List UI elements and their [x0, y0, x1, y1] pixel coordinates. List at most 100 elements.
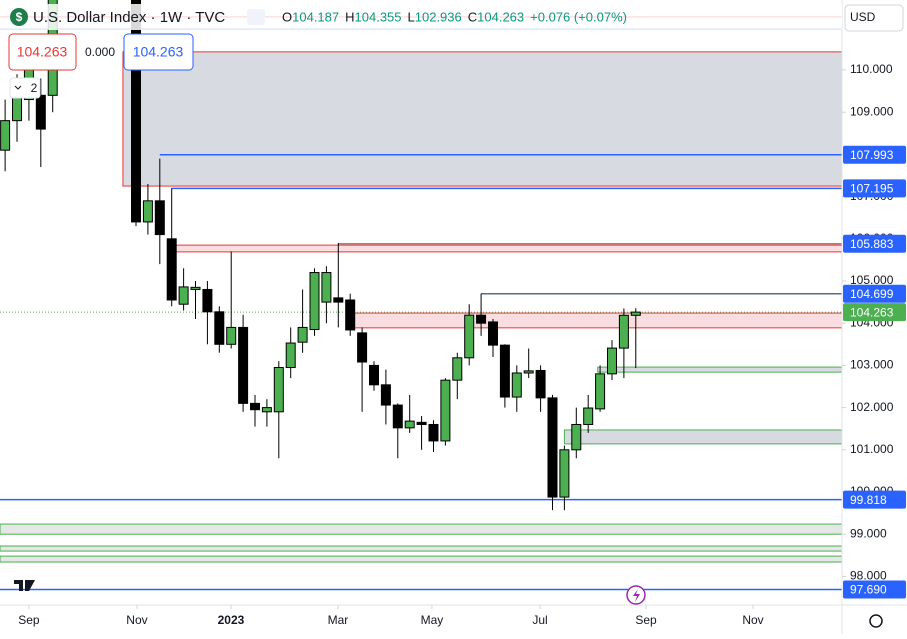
spread: 0.000	[85, 45, 115, 59]
price-label-bg	[843, 490, 906, 509]
candle-body	[559, 449, 570, 498]
zone	[0, 555, 842, 563]
candle-body	[357, 332, 368, 363]
buy-box[interactable]	[123, 33, 194, 71]
candle-body	[142, 200, 153, 223]
price-label-bg	[843, 303, 906, 322]
candle-body	[131, 0, 142, 223]
zone	[122, 51, 842, 187]
tv-logo	[14, 580, 35, 591]
price-label: 105.883	[850, 237, 894, 251]
buy-price: 104.263	[133, 44, 184, 60]
x-tick-label: Jul	[532, 613, 547, 627]
y-tick-label: 102.000	[850, 400, 894, 414]
y-tick-label: 109.000	[850, 104, 894, 118]
candle-body	[464, 314, 475, 359]
zone	[173, 244, 842, 253]
candle-body	[333, 297, 344, 303]
candle-body	[250, 402, 261, 411]
candle-body	[630, 311, 641, 316]
axes: 110.000109.000108.000107.000106.000105.0…	[18, 62, 906, 627]
legend-key: C	[468, 9, 477, 24]
x-tick-label: Sep	[635, 613, 657, 627]
y-tick-label: 101.000	[850, 442, 894, 456]
candle-body	[190, 286, 201, 290]
candle-body	[297, 326, 308, 343]
candle-body	[345, 299, 356, 331]
price-label-bg	[843, 179, 906, 198]
legend-value: 104.263	[477, 9, 524, 24]
zone	[0, 523, 842, 535]
price-label: 104.263	[850, 305, 894, 319]
indicator-toggle[interactable]	[9, 77, 41, 99]
candle-body	[380, 384, 391, 406]
zone	[0, 545, 842, 552]
legend-key: O	[282, 9, 292, 24]
candle-body	[12, 94, 23, 122]
price-label: 97.690	[850, 583, 887, 597]
legend-value: 104.355	[355, 9, 402, 24]
candle-body	[499, 344, 510, 398]
candle-body	[238, 326, 249, 404]
price-label: 107.993	[850, 148, 894, 162]
candle-body	[166, 238, 177, 301]
collapse-button[interactable]	[247, 9, 265, 25]
currency-button[interactable]	[844, 4, 904, 32]
candle-body	[404, 420, 415, 429]
x-tick-label: 2023	[218, 613, 245, 627]
candle-body	[595, 373, 606, 410]
price-label-bg	[843, 145, 906, 164]
sell-box[interactable]	[8, 33, 77, 71]
zone	[349, 312, 842, 329]
y-tick-label: 103.000	[850, 358, 894, 372]
candle-body	[0, 120, 11, 151]
price-label: 99.818	[850, 493, 887, 507]
chart-title: U.S. Dollar Index · 1W · TVC	[33, 9, 225, 26]
indicator-count: 2	[31, 81, 38, 95]
price-label-bg	[843, 580, 906, 599]
y-tick-label: 110.000	[850, 62, 893, 76]
legend-key: L	[408, 9, 415, 24]
candle-body	[321, 272, 332, 303]
candle-body	[511, 372, 522, 398]
chevron	[14, 85, 22, 90]
candle-body	[523, 370, 534, 374]
candle-body	[606, 347, 617, 375]
symbol-icon	[10, 8, 28, 26]
candle-body	[154, 200, 165, 236]
candle-body	[35, 94, 46, 130]
event-glyph	[633, 589, 640, 602]
y-tick-label: 105.000	[850, 273, 894, 287]
candle-body	[214, 311, 225, 345]
y-tick-label: 99.000	[850, 526, 887, 540]
candle-body	[487, 321, 498, 346]
x-tick-label: Mar	[328, 613, 349, 627]
x-tick-label: May	[421, 613, 444, 627]
symbol-icon-glyph: $	[16, 10, 23, 24]
zone	[563, 429, 842, 445]
x-tick-label: Nov	[742, 613, 763, 627]
candle-body	[273, 367, 284, 413]
candle-body	[178, 286, 189, 305]
candle-body	[392, 404, 403, 429]
candle-body	[535, 369, 546, 399]
header-bg	[0, 4, 842, 30]
candle-body	[583, 407, 594, 425]
overlays: $ U.S. Dollar Index · 1W · TVC 104.263 0…	[0, 4, 904, 628]
candle-body	[416, 421, 427, 425]
candle-body	[547, 397, 558, 498]
candle-body	[440, 379, 451, 442]
candle-body	[571, 423, 582, 451]
candle-body	[226, 326, 237, 345]
price-label: 104.699	[850, 287, 894, 301]
settings-icon[interactable]	[869, 614, 883, 628]
candle-body	[202, 288, 213, 313]
legend-key: H	[345, 9, 354, 24]
candle-body	[618, 314, 629, 349]
price-label-bg	[843, 234, 906, 253]
legend-value: 102.936	[415, 9, 462, 24]
y-tick-label: 98.000	[850, 569, 887, 583]
currency: USD	[850, 10, 876, 24]
